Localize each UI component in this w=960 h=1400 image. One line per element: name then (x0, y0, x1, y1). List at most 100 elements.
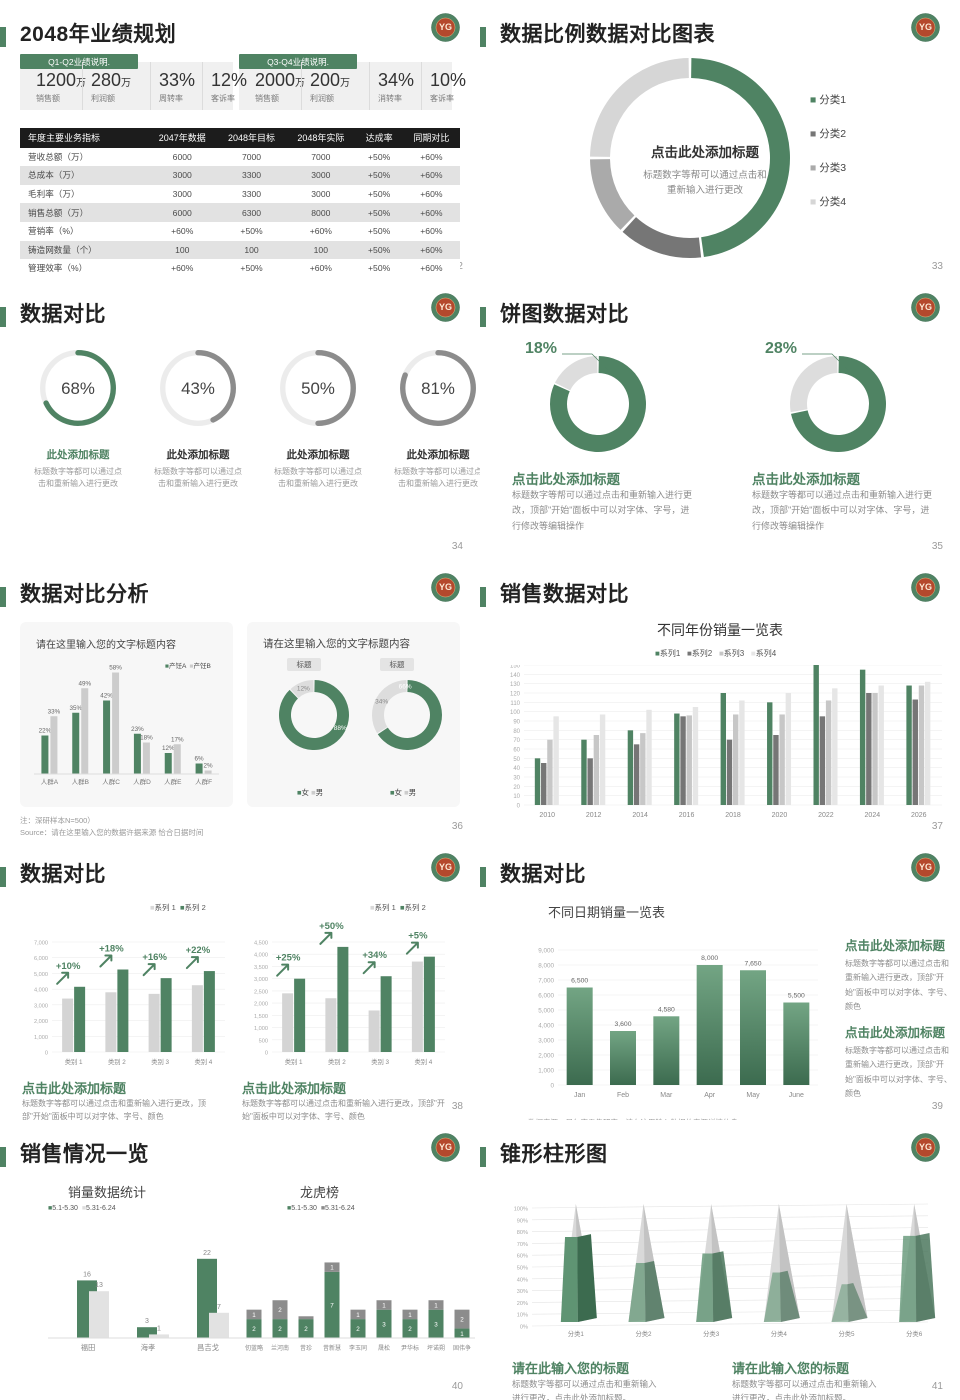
svg-text:100%: 100% (514, 1207, 528, 1213)
svg-text:7: 7 (217, 1304, 221, 1311)
svg-text:人群A: 人群A (41, 777, 59, 786)
svg-text:2,000: 2,000 (538, 1053, 554, 1060)
svg-text:昔珍: 昔珍 (300, 1344, 312, 1352)
svg-text:2010: 2010 (539, 812, 555, 819)
svg-text:分类5: 分类5 (838, 1329, 855, 1338)
svg-text:12%: 12% (162, 745, 175, 752)
svg-text:50%: 50% (517, 1266, 528, 1272)
svg-text:8,000: 8,000 (701, 955, 718, 962)
svg-text:6%: 6% (195, 756, 205, 763)
svg-text:1: 1 (460, 1331, 464, 1338)
svg-text:6,000: 6,000 (538, 993, 554, 1000)
svg-text:0%: 0% (520, 1325, 528, 1331)
svg-text:40: 40 (513, 766, 520, 772)
svg-text:3: 3 (382, 1321, 386, 1328)
svg-text:140: 140 (510, 673, 521, 679)
svg-text:500: 500 (259, 1038, 268, 1044)
svg-text:16: 16 (83, 1271, 91, 1278)
svg-text:尹华标: 尹华标 (401, 1344, 419, 1352)
svg-text:人群D: 人群D (133, 777, 151, 786)
svg-text:0: 0 (550, 1083, 554, 1090)
svg-text:2: 2 (356, 1326, 360, 1333)
svg-text:海孝: 海孝 (141, 1343, 156, 1352)
svg-text:1,000: 1,000 (538, 1068, 554, 1075)
svg-text:+10%: +10% (56, 961, 81, 972)
svg-text:4,000: 4,000 (254, 953, 268, 959)
svg-text:30: 30 (513, 776, 520, 782)
svg-text:150: 150 (510, 665, 521, 670)
svg-text:3: 3 (434, 1321, 438, 1328)
svg-text:8,000: 8,000 (538, 963, 554, 970)
svg-text:2012: 2012 (586, 812, 602, 819)
svg-text:4,000: 4,000 (34, 988, 48, 994)
svg-text:类别 4: 类别 4 (414, 1057, 432, 1066)
svg-text:晟松: 晟松 (378, 1344, 390, 1352)
svg-text:2: 2 (304, 1326, 308, 1333)
svg-text:+16%: +16% (142, 952, 167, 963)
svg-text:0: 0 (45, 1051, 48, 1057)
svg-text:类别 3: 类别 3 (371, 1057, 389, 1066)
svg-text:70%: 70% (517, 1242, 528, 1248)
svg-text:90%: 90% (517, 1218, 528, 1224)
svg-text:2: 2 (460, 1317, 464, 1324)
svg-text:May: May (746, 1092, 760, 1099)
svg-text:固伟争: 固伟争 (453, 1344, 471, 1352)
svg-text:35%: 35% (69, 705, 82, 712)
svg-text:7,000: 7,000 (34, 941, 48, 947)
svg-text:分类2: 分类2 (635, 1329, 652, 1338)
svg-text:42%: 42% (100, 693, 113, 700)
svg-text:2,500: 2,500 (254, 989, 268, 995)
svg-text:68%: 68% (61, 379, 95, 398)
svg-text:3,500: 3,500 (254, 965, 268, 971)
svg-text:1: 1 (157, 1325, 161, 1332)
svg-text:5,500: 5,500 (788, 993, 805, 1000)
svg-text:2: 2 (252, 1326, 256, 1333)
svg-text:5,000: 5,000 (34, 972, 48, 978)
svg-text:40%: 40% (517, 1277, 528, 1283)
svg-text:0: 0 (265, 1051, 268, 1057)
svg-text:2020: 2020 (772, 812, 788, 819)
svg-text:17%: 17% (171, 736, 184, 743)
svg-text:60: 60 (513, 748, 520, 754)
svg-text:类别 1: 类别 1 (65, 1057, 83, 1066)
svg-text:4,000: 4,000 (538, 1023, 554, 1030)
svg-text:2: 2 (278, 1307, 282, 1314)
svg-text:2016: 2016 (679, 812, 695, 819)
svg-text:人群E: 人群E (164, 777, 182, 786)
svg-text:2: 2 (278, 1326, 282, 1333)
svg-text:2024: 2024 (865, 812, 881, 819)
svg-text:2026: 2026 (911, 812, 927, 819)
svg-text:50%: 50% (301, 379, 335, 398)
svg-text:福田: 福田 (81, 1343, 96, 1352)
svg-text:6,000: 6,000 (34, 956, 48, 962)
svg-text:0: 0 (517, 804, 521, 810)
svg-text:分类1: 分类1 (568, 1329, 585, 1338)
svg-text:+50%: +50% (319, 922, 344, 932)
svg-text:7,650: 7,650 (744, 960, 761, 967)
svg-text:1,000: 1,000 (254, 1026, 268, 1032)
svg-text:2018: 2018 (725, 812, 741, 819)
svg-text:6,500: 6,500 (571, 978, 588, 985)
svg-text:12%: 12% (297, 686, 310, 693)
svg-text:100: 100 (510, 710, 521, 716)
svg-text:7,000: 7,000 (538, 978, 554, 985)
svg-text:类别 4: 类别 4 (194, 1057, 212, 1066)
svg-text:30%: 30% (517, 1289, 528, 1295)
svg-text:1,000: 1,000 (34, 1035, 48, 1041)
svg-text:+25%: +25% (276, 953, 301, 964)
svg-text:10%: 10% (517, 1313, 528, 1319)
svg-text:66%: 66% (399, 684, 412, 691)
svg-text:人群B: 人群B (72, 777, 89, 786)
svg-text:类别 1: 类别 1 (285, 1057, 303, 1066)
svg-text:80%: 80% (517, 1230, 528, 1236)
svg-text:2,000: 2,000 (254, 1002, 268, 1008)
svg-text:June: June (789, 1092, 804, 1099)
svg-text:90: 90 (513, 720, 520, 726)
svg-text:人群F: 人群F (195, 777, 212, 786)
svg-text:22%: 22% (39, 728, 52, 735)
svg-text:3,000: 3,000 (254, 977, 268, 983)
svg-text:+34%: +34% (362, 950, 387, 961)
svg-text:+5%: +5% (408, 931, 428, 942)
svg-text:20%: 20% (517, 1301, 528, 1307)
svg-text:120: 120 (510, 692, 521, 698)
